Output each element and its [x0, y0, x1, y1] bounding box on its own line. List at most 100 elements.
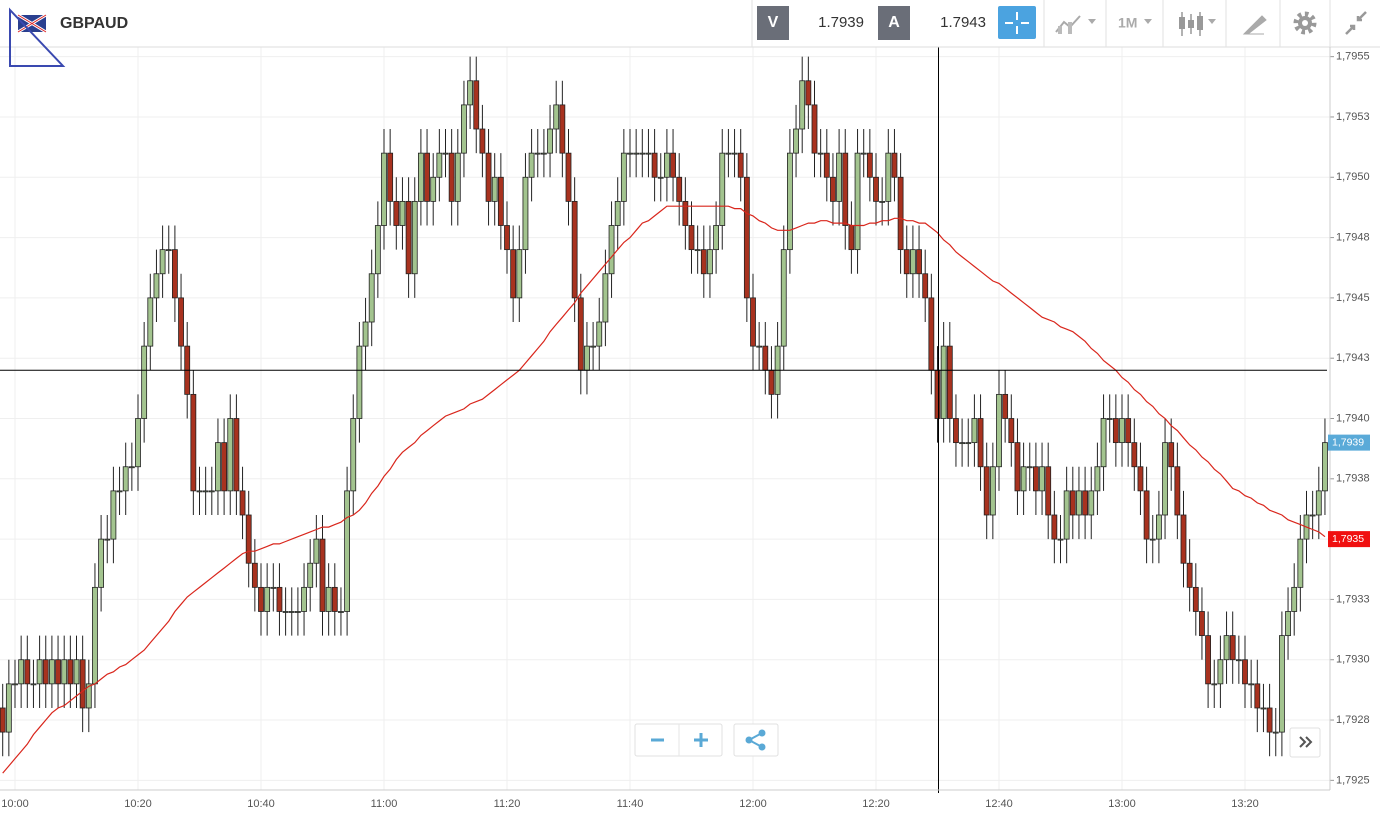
- period-label[interactable]: 1M: [1118, 15, 1137, 31]
- candle-body: [1266, 707, 1273, 733]
- candle-body: [565, 152, 572, 202]
- settings-button[interactable]: [1293, 11, 1317, 35]
- candle-body: [916, 249, 922, 275]
- candle-body: [1291, 586, 1298, 612]
- candle-body: [1248, 683, 1255, 686]
- candle-body: [627, 152, 633, 155]
- candle-body: [288, 611, 295, 613]
- candle-body: [657, 176, 664, 179]
- candle-body: [1242, 659, 1248, 685]
- buy-button[interactable]: [878, 6, 910, 40]
- candle-body: [473, 80, 480, 130]
- candle-body: [461, 104, 467, 154]
- x-tick-label: 13:20: [1231, 798, 1259, 810]
- candle-body: [946, 345, 953, 419]
- y-tick-label: 1,7928: [1336, 714, 1370, 726]
- candle-body: [1162, 442, 1168, 516]
- candle-body: [122, 466, 129, 492]
- buy-label: A: [888, 14, 900, 31]
- candle-body: [805, 80, 812, 106]
- candle-body: [528, 152, 535, 178]
- candle-body: [1217, 659, 1224, 685]
- collapse-button[interactable]: [1345, 11, 1367, 35]
- candle-body: [608, 225, 615, 275]
- candle-body: [664, 152, 670, 178]
- candle-body: [338, 611, 344, 613]
- x-tick-label: 12:20: [862, 798, 890, 810]
- crosshair-icon: [1005, 12, 1029, 34]
- candle-body: [1192, 586, 1199, 612]
- candle-body: [1297, 538, 1304, 588]
- candle-body: [92, 586, 98, 685]
- draw-tool-button[interactable]: [1242, 15, 1267, 35]
- crosshair-button[interactable]: [998, 6, 1036, 39]
- candle-body: [940, 345, 947, 419]
- candle-body: [903, 249, 910, 275]
- candle-body: [1168, 442, 1175, 468]
- candle-body: [1119, 418, 1125, 444]
- x-tick-label: 13:00: [1108, 798, 1136, 810]
- price-label: 1,7935: [1332, 533, 1364, 545]
- candle-body: [996, 393, 1002, 468]
- share-button[interactable]: [733, 723, 779, 757]
- candle-body: [842, 152, 849, 226]
- candle-style-button[interactable]: [1179, 12, 1216, 36]
- candle-body: [36, 659, 43, 685]
- candle-body: [651, 152, 658, 178]
- candle-body: [1063, 490, 1070, 540]
- candle-body: [49, 659, 55, 685]
- candle-body: [541, 152, 547, 155]
- candle-body: [417, 152, 424, 202]
- candle-body: [344, 490, 351, 612]
- candle-body: [190, 393, 197, 492]
- zoom-in-button[interactable]: [694, 733, 708, 747]
- candle-body: [79, 659, 86, 709]
- candle-body: [522, 176, 529, 251]
- candle-body: [614, 200, 621, 226]
- chart-type-button[interactable]: [1055, 15, 1096, 34]
- candle-body: [756, 345, 763, 348]
- candle-body: [590, 345, 596, 348]
- x-tick-label: 10:20: [124, 798, 152, 810]
- price-label-box: [1328, 434, 1370, 451]
- candle-body: [325, 586, 332, 612]
- candle-body: [768, 369, 775, 395]
- candle-body: [934, 369, 941, 419]
- y-tick-label: 1,7955: [1336, 51, 1370, 63]
- candle-body: [1033, 466, 1039, 492]
- candle-body: [897, 176, 904, 251]
- candle-body: [1069, 490, 1076, 516]
- drawing-triangle[interactable]: [9, 7, 66, 67]
- candle-body: [731, 152, 738, 155]
- candle-body: [700, 249, 707, 275]
- candle-body: [547, 128, 553, 154]
- candle-body: [1143, 490, 1150, 540]
- candle-body: [135, 418, 141, 468]
- sell-button[interactable]: [757, 6, 789, 40]
- candle-body: [374, 225, 381, 275]
- candle-body: [1260, 707, 1267, 710]
- candle-body: [294, 611, 301, 613]
- candle-body: [387, 152, 394, 202]
- candle-body: [356, 345, 363, 419]
- candle-body: [215, 442, 221, 492]
- candle-body: [331, 586, 338, 612]
- sell-price: 1.7939: [818, 14, 864, 31]
- candle-body: [645, 152, 652, 155]
- candle-body: [5, 683, 12, 733]
- candle-body: [713, 225, 719, 251]
- candle-body: [436, 152, 443, 178]
- candle-body: [0, 707, 6, 733]
- candle-body: [1180, 514, 1187, 564]
- candle-body: [989, 466, 996, 516]
- candle-body: [811, 104, 818, 154]
- candle-body: [682, 200, 689, 226]
- candle-body: [719, 152, 726, 226]
- candle-body: [411, 200, 418, 275]
- candle-body: [860, 152, 867, 155]
- candle-body: [362, 321, 369, 347]
- candle-body: [1211, 683, 1218, 686]
- candle-body: [178, 297, 184, 347]
- candle-body: [141, 345, 148, 419]
